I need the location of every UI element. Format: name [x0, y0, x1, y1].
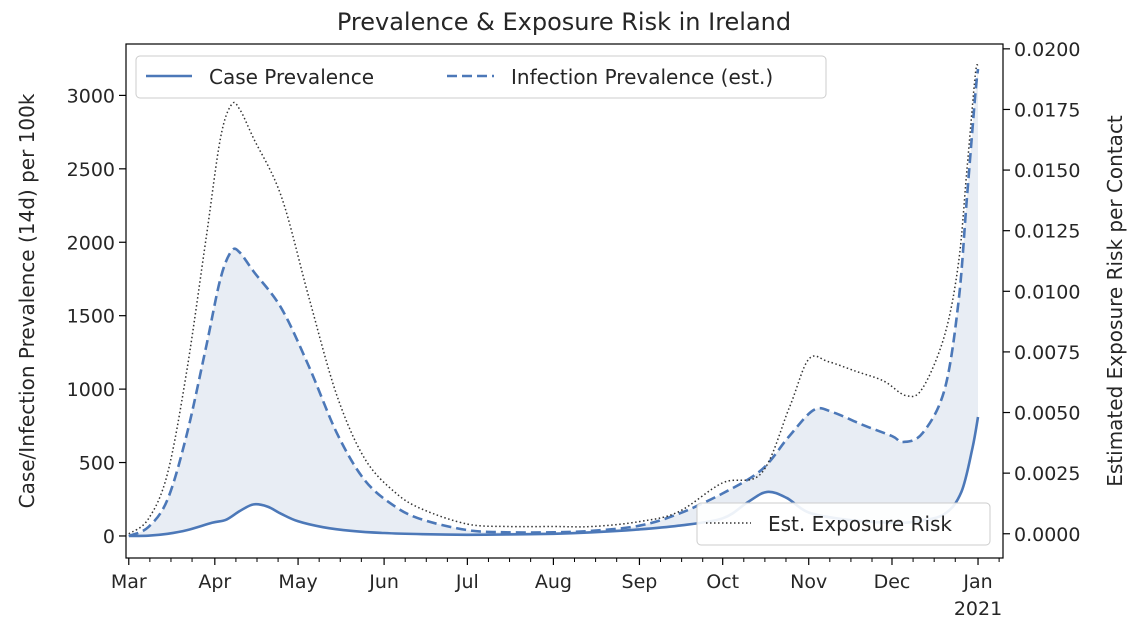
y-left-tick-label: 1500	[67, 306, 115, 328]
x-tick-label: Mar	[111, 571, 147, 593]
prevalence-gap-fill-layer	[128, 69, 979, 536]
y-right-tick-label: 0.0075	[1014, 342, 1080, 364]
x-axis-year-label: 2021	[954, 598, 1002, 620]
y-right-tick-label: 0.0050	[1014, 403, 1080, 425]
y-right-tick-label: 0.0100	[1014, 281, 1080, 303]
y-left-tick-label: 2000	[67, 232, 115, 254]
y-axis-left: 0 500 1000 1500 2000 2500 3000	[67, 85, 126, 548]
y-right-tick-label: 0.0125	[1014, 221, 1080, 243]
y-right-tick-label: 0.0175	[1014, 99, 1080, 121]
x-tick-label: Nov	[790, 571, 827, 593]
y-left-tick-label: 0	[103, 526, 115, 548]
chart-title: Prevalence & Exposure Risk in Ireland	[337, 8, 791, 36]
prevalence-gap-fill	[128, 69, 979, 536]
x-tick-label: Oct	[706, 571, 739, 593]
y-right-tick-label: 0.0200	[1014, 39, 1080, 61]
x-tick-label: Sep	[622, 571, 658, 593]
y-left-tick-label: 1000	[67, 379, 115, 401]
infection-prevalence-line	[128, 68, 980, 538]
y-left-tick-label: 2500	[67, 159, 115, 181]
y-right-tick-label: 0.0000	[1014, 524, 1080, 546]
y-right-tick-label: 0.0150	[1014, 160, 1080, 182]
plot-frame	[125, 43, 1004, 559]
legend-infection-label: Infection Prevalence (est.)	[511, 65, 773, 89]
legend-risk-label: Est. Exposure Risk	[768, 512, 952, 536]
y-left-tick-label: 3000	[67, 85, 115, 107]
legend-risk: Est. Exposure Risk	[696, 502, 991, 546]
legend-case-label: Case Prevalence	[209, 65, 374, 89]
y-axis-right-label: Estimated Exposure Risk per Contact	[1103, 115, 1127, 487]
y-axis-right: 0.0000 0.0025 0.0050 0.0075 0.0100 0.0125 0.01…	[1003, 39, 1080, 546]
x-tick-label: Jul	[455, 571, 479, 593]
x-tick-label: May	[278, 571, 317, 593]
x-tick-label: Jan	[962, 571, 992, 593]
y-axis-left-label: Case/Infection Prevalence (14d) per 100k	[15, 93, 39, 508]
x-tick-label: Dec	[874, 571, 911, 593]
y-right-tick-label: 0.0025	[1014, 463, 1080, 485]
x-tick-label: Jun	[368, 571, 399, 593]
x-tick-label: Apr	[198, 571, 231, 593]
exposure-risk-line	[128, 63, 979, 535]
y-left-tick-label: 500	[79, 453, 115, 475]
x-axis: Mar Apr May Jun Jul Aug Sep Oct Nov Dec Jan	[111, 558, 1000, 593]
x-tick-label: Aug	[535, 571, 572, 593]
legend-main: Case Prevalence Infection Prevalence (es…	[135, 55, 827, 99]
legend-risk-frame	[696, 502, 991, 546]
